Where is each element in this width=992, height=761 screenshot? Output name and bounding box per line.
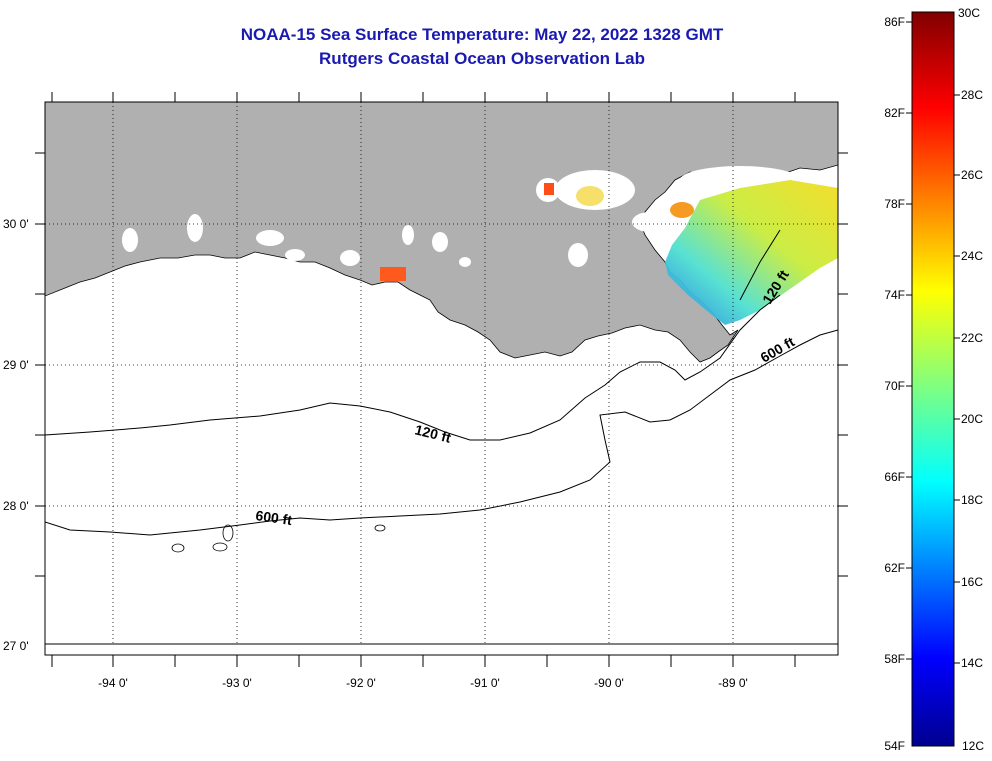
colorbar [911, 11, 955, 747]
colorbar-f-label: 66F [884, 470, 905, 484]
colorbar-f-label: 74F [884, 288, 905, 302]
colorbar-c-label: 30C [958, 6, 980, 20]
contour-120ft [45, 294, 781, 441]
colorbar-c-label: 14C [961, 656, 983, 670]
colorbar-f-label: 58F [884, 652, 905, 666]
lat-label: 29 0' [3, 358, 29, 372]
colorbar-ticks [906, 21, 960, 664]
warm-patch [380, 267, 406, 281]
land-mass [45, 102, 838, 363]
contour-islands [171, 524, 386, 553]
lon-label: -92 0' [346, 676, 376, 690]
sst-data-region [665, 180, 838, 325]
axis-ticks [35, 92, 848, 667]
map-title: NOAA-15 Sea Surface Temperature: May 22,… [240, 25, 724, 44]
lon-label: -93 0' [222, 676, 252, 690]
lon-label: -94 0' [98, 676, 128, 690]
colorbar-c-label: 18C [961, 493, 983, 507]
colorbar-c-label: 24C [961, 249, 983, 263]
colorbar-c-labels: 30C 28C 26C 24C 22C 20C 18C 16C 14C 12C [958, 6, 984, 753]
graticule [45, 102, 838, 644]
warm-patch [670, 202, 694, 218]
contour-600ft [45, 329, 838, 536]
colorbar-c-label: 26C [961, 168, 983, 182]
lat-label: 27 0' [3, 639, 29, 653]
warm-patch [544, 183, 554, 195]
colorbar-c-label: 22C [961, 331, 983, 345]
colorbar-c-label: 12C [962, 739, 984, 753]
colorbar-f-labels: 86F 82F 78F 74F 70F 66F 62F 58F 54F [884, 15, 905, 753]
colorbar-f-label: 62F [884, 561, 905, 575]
lon-label: -90 0' [594, 676, 624, 690]
colorbar-f-label: 70F [884, 379, 905, 393]
colorbar-f-label: 54F [884, 739, 905, 753]
lat-label: 30 0' [3, 217, 29, 231]
colorbar-c-label: 16C [961, 575, 983, 589]
colorbar-c-label: 20C [961, 412, 983, 426]
colorbar-f-label: 78F [884, 197, 905, 211]
colorbar-f-label: 86F [884, 15, 905, 29]
contour-label: 600 ft [255, 507, 294, 528]
channel-line [739, 229, 781, 301]
map-subtitle: Rutgers Coastal Ocean Observation Lab [319, 49, 645, 68]
bottom-axis-strip [44, 643, 839, 656]
colorbar-f-label: 82F [884, 106, 905, 120]
colorbar-c-label: 28C [961, 88, 983, 102]
warm-patch [576, 186, 604, 206]
lon-label: -91 0' [470, 676, 500, 690]
lon-label: -89 0' [718, 676, 748, 690]
lat-label: 28 0' [3, 499, 29, 513]
